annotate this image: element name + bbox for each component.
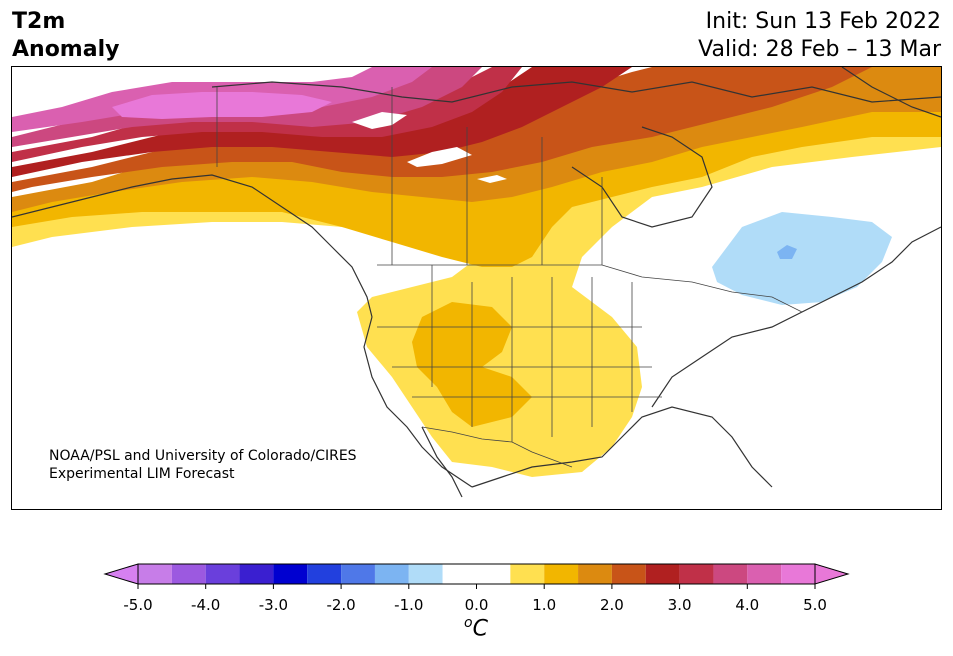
colorbar-tick-label: -2.0 bbox=[326, 596, 356, 614]
colorbar-tick-label: 2.0 bbox=[599, 596, 624, 614]
colorbar-tick-label: 3.0 bbox=[667, 596, 692, 614]
title-line-1: T2m bbox=[12, 9, 66, 34]
colorbar-cell bbox=[374, 564, 409, 584]
colorbar-cell bbox=[578, 564, 612, 584]
colorbar-extend-min bbox=[103, 563, 139, 585]
colorbar-cell bbox=[747, 564, 782, 584]
credit-line-2: Experimental LIM Forecast bbox=[49, 466, 235, 482]
coastline-west bbox=[363, 316, 473, 488]
anomaly-area-minus-1-0 bbox=[777, 245, 797, 259]
colorbar-cell bbox=[611, 564, 646, 584]
colorbar-unit: oC bbox=[464, 615, 488, 642]
map-canvas bbox=[12, 67, 941, 498]
colorbar-cells bbox=[138, 564, 815, 584]
colorbar-cell bbox=[544, 564, 579, 584]
border-us-states bbox=[377, 265, 662, 442]
border-us-mexico bbox=[421, 426, 573, 468]
map-title: T2m Anomaly bbox=[12, 8, 119, 64]
colorbar bbox=[103, 563, 850, 589]
colorbar-cell bbox=[781, 564, 815, 584]
coastline-greenland bbox=[841, 67, 941, 118]
colorbar-cell bbox=[307, 564, 342, 584]
colorbar-tick-label: -3.0 bbox=[258, 596, 289, 614]
coastline-hudson-bay bbox=[571, 126, 713, 228]
init-date: Init: Sun 13 Feb 2022 bbox=[705, 9, 941, 34]
coastlines bbox=[12, 67, 941, 498]
colorbar-ticks bbox=[137, 584, 816, 589]
colorbar-cell bbox=[645, 564, 680, 584]
colorbar-cell bbox=[510, 564, 545, 584]
colorbar-tick-label: 5.0 bbox=[803, 596, 827, 614]
lake-great-slave bbox=[407, 147, 472, 167]
border-canada-provinces bbox=[391, 87, 603, 265]
colorbar-cell bbox=[341, 564, 375, 584]
colorbar-cell bbox=[239, 564, 274, 584]
anomaly-map: NOAA/PSL and University of Colorado/CIRE… bbox=[11, 66, 942, 510]
colorbar-tick-label: -5.0 bbox=[123, 596, 153, 614]
coastline-alaska bbox=[12, 174, 373, 318]
colorbar-tick-label: 1.0 bbox=[532, 596, 557, 614]
colorbar-cell bbox=[171, 564, 206, 584]
border-us-canada bbox=[377, 264, 803, 313]
coastline-arctic bbox=[211, 81, 941, 103]
colorbar-cell bbox=[679, 564, 714, 584]
colorbar-tick-label: -4.0 bbox=[191, 596, 221, 614]
colorbar-tick-label: 0.0 bbox=[464, 596, 489, 614]
political-borders bbox=[216, 87, 803, 468]
data-credit: NOAA/PSL and University of Colorado/CIRE… bbox=[49, 447, 357, 483]
lake-athabasca bbox=[477, 175, 507, 183]
anomaly-area-plus-2-0 bbox=[12, 67, 872, 192]
colorbar-cell bbox=[205, 564, 240, 584]
colorbar-cell bbox=[138, 564, 172, 584]
colorbar-cell bbox=[442, 564, 511, 584]
colorbar-tick-label: -1.0 bbox=[394, 596, 424, 614]
colorbar-cell bbox=[713, 564, 748, 584]
colorbar-cell bbox=[408, 564, 443, 584]
credit-line-1: NOAA/PSL and University of Colorado/CIRE… bbox=[49, 448, 357, 464]
coastline-gulf bbox=[471, 406, 773, 488]
coastline-baja bbox=[421, 426, 463, 498]
anomaly-area-minus-0-5 bbox=[712, 212, 892, 305]
colorbar-tick-label: 4.0 bbox=[735, 596, 760, 614]
valid-date: Valid: 28 Feb – 13 Mar bbox=[698, 37, 941, 62]
colorbar-cell bbox=[273, 564, 308, 584]
colorbar-extend-max bbox=[814, 563, 850, 585]
lake-great-bear bbox=[352, 112, 407, 129]
forecast-dates: Init: Sun 13 Feb 2022 Valid: 28 Feb – 13… bbox=[698, 8, 941, 64]
anomaly-area-plus-4-5 bbox=[112, 92, 332, 119]
title-line-2: Anomaly bbox=[12, 37, 120, 62]
